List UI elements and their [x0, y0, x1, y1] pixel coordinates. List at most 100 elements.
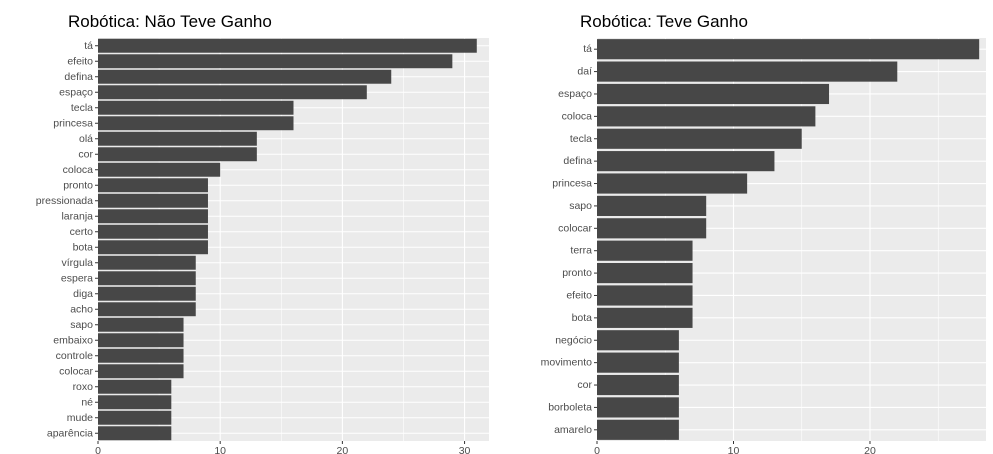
x-tick-label: 20 — [864, 445, 876, 454]
panel-background — [597, 38, 986, 441]
bar — [597, 195, 707, 216]
category-label: bota — [73, 241, 94, 253]
chart-title-left: Robótica: Não Teve Ganho — [68, 12, 272, 31]
category-label: laranja — [61, 210, 93, 222]
category-label: embaixo — [53, 334, 93, 346]
bar — [597, 106, 816, 127]
category-label: aparência — [47, 427, 93, 439]
bar — [98, 224, 208, 239]
bar — [98, 395, 172, 410]
category-label: certo — [70, 226, 94, 238]
bar — [98, 271, 196, 286]
category-label: defina — [563, 155, 592, 167]
bar — [597, 397, 679, 418]
bar — [597, 128, 802, 149]
bar — [98, 162, 221, 177]
category-label: tá — [84, 40, 93, 52]
category-label: pronto — [562, 267, 592, 279]
category-label: diga — [73, 288, 93, 300]
category-label: daí — [577, 66, 592, 78]
category-label: coloca — [562, 110, 593, 122]
category-label: movimento — [541, 357, 593, 369]
category-label: bota — [572, 312, 593, 324]
category-label: cor — [577, 379, 592, 391]
bar — [597, 285, 693, 306]
category-label: defina — [64, 71, 93, 83]
bar — [98, 178, 208, 193]
x-tick-label: 10 — [728, 445, 740, 454]
bar — [597, 173, 748, 194]
category-label: roxo — [73, 381, 94, 393]
bar — [597, 151, 775, 172]
category-label: mude — [67, 412, 93, 424]
category-label: pressionada — [36, 195, 93, 207]
bar-panel-right: tá daí espaço coloca tecla defina princesa sapo… — [541, 38, 986, 454]
bar — [597, 263, 693, 284]
category-label: coloca — [63, 164, 94, 176]
bar — [597, 240, 693, 261]
category-label: colocar — [59, 365, 93, 377]
bar — [98, 302, 196, 317]
bar — [98, 85, 367, 100]
bar — [98, 209, 208, 224]
x-tick-label: 20 — [337, 445, 349, 454]
category-label: terra — [570, 245, 592, 257]
bar — [597, 307, 693, 328]
x-tick-label: 0 — [95, 445, 101, 454]
category-label: espera — [61, 272, 93, 284]
bar-panel-left: tá efeito defina espaço tecla princesa olá cor c… — [36, 38, 489, 454]
category-label: borboleta — [548, 401, 592, 413]
bar — [98, 100, 294, 115]
bar — [597, 218, 707, 239]
bar — [98, 364, 184, 379]
category-label: olá — [79, 133, 93, 145]
category-label: controle — [56, 350, 94, 362]
x-tick-label: 0 — [594, 445, 600, 454]
x-tick-label: 10 — [214, 445, 226, 454]
category-label: princesa — [552, 178, 592, 190]
category-label: efeito — [566, 289, 592, 301]
bar — [98, 38, 477, 53]
bar — [597, 352, 679, 373]
category-label: tecla — [570, 133, 592, 145]
bar — [597, 83, 830, 105]
category-label: espaço — [59, 86, 93, 98]
bar — [597, 374, 679, 396]
category-label: efeito — [67, 55, 93, 67]
category-label: negócio — [555, 334, 592, 346]
bar — [98, 333, 184, 348]
category-label: sapo — [569, 200, 592, 212]
category-label: colocar — [558, 222, 592, 234]
bar — [98, 116, 294, 131]
bar — [98, 147, 257, 162]
category-label: pronto — [63, 179, 93, 191]
category-label: vírgula — [61, 257, 93, 269]
bar — [98, 410, 172, 425]
category-label: amarelo — [554, 424, 592, 436]
bar — [98, 69, 392, 84]
category-label: princesa — [53, 117, 93, 129]
category-label: né — [81, 396, 93, 408]
category-label: tecla — [71, 102, 93, 114]
bar — [98, 379, 172, 394]
bar — [98, 317, 184, 332]
bar — [98, 426, 172, 441]
category-label: cor — [78, 148, 93, 160]
chart-title-right: Robótica: Teve Ganho — [580, 12, 748, 31]
category-label: tá — [583, 43, 592, 55]
bar — [597, 61, 898, 82]
category-label: acho — [70, 303, 93, 315]
x-tick-label: 30 — [459, 445, 471, 454]
bar — [597, 39, 980, 60]
bar — [98, 54, 453, 69]
category-label: sapo — [70, 319, 93, 331]
bar — [98, 348, 184, 363]
bar — [98, 286, 196, 301]
category-label: espaço — [558, 88, 592, 100]
bar — [597, 330, 679, 351]
bar — [98, 255, 196, 270]
bar — [98, 240, 208, 255]
bar — [597, 419, 679, 440]
bar — [98, 193, 208, 208]
